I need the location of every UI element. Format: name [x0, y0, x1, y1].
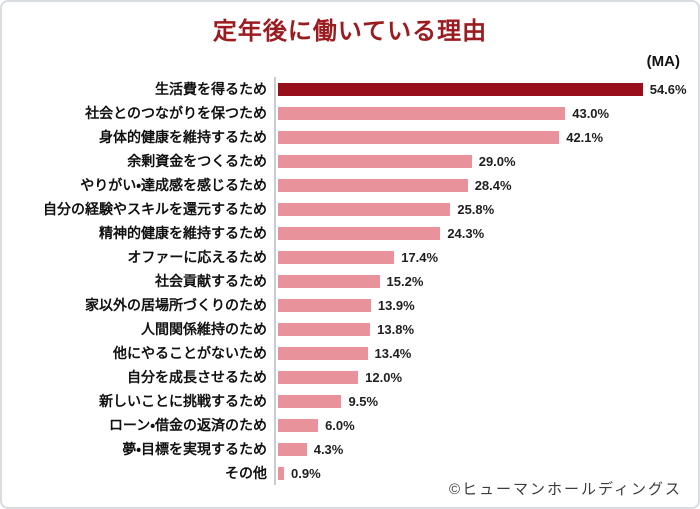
- value-label: 42.1%: [566, 129, 604, 145]
- chart-row: 他にやることがないため 13.4%: [2, 341, 698, 365]
- bar-area: 13.4%: [274, 341, 698, 365]
- value-label: 4.3%: [313, 441, 344, 457]
- bar-area: 42.1%: [274, 125, 698, 149]
- value-label: 13.4%: [374, 345, 412, 361]
- chart-row: 社会貢献するため 15.2%: [2, 269, 698, 293]
- value-label: 25.8%: [457, 201, 495, 217]
- value-label: 43.0%: [572, 105, 610, 121]
- bar-area: 12.0%: [274, 365, 698, 389]
- category-label: やりがい・達成感を感じるため: [80, 177, 267, 193]
- bar: [278, 418, 319, 432]
- bar: [278, 226, 441, 240]
- value-label: 13.8%: [377, 321, 415, 337]
- bar: [278, 394, 342, 408]
- bar-area: 15.2%: [274, 269, 698, 293]
- value-label: 29.0%: [478, 153, 516, 169]
- bar-area: 25.8%: [274, 197, 698, 221]
- category-label: 社会とのつながりを保つため: [85, 105, 267, 121]
- bar-area: 54.6%: [274, 77, 698, 101]
- category-label: 社会貢献するため: [155, 273, 267, 289]
- category-label: ローン・借金の返済のため: [108, 417, 267, 433]
- bar-area: 24.3%: [274, 221, 698, 245]
- chart-row: ローン・借金の返済のため 6.0%: [2, 413, 698, 437]
- category-label: 身体的健康を維持するため: [99, 129, 267, 145]
- bar-chart: 生活費を得るため 54.6% 社会とのつながりを保つため 43.0% 身体的健康…: [2, 77, 698, 485]
- category-label: その他: [225, 465, 267, 481]
- category-label: 他にやることがないため: [113, 345, 267, 361]
- value-label: 6.0%: [325, 417, 355, 433]
- value-label: 24.3%: [447, 225, 485, 241]
- chart-row: 自分を成長させるため 12.0%: [2, 365, 698, 389]
- bar: [278, 322, 371, 336]
- bar-area: 17.4%: [274, 245, 698, 269]
- value-label: 12.0%: [365, 369, 403, 385]
- chart-row: 新しいことに挑戦するため 9.5%: [2, 389, 698, 413]
- chart-row: やりがい・達成感を感じるため 28.4%: [2, 173, 698, 197]
- chart-row: 身体的健康を維持するため 42.1%: [2, 125, 698, 149]
- category-label: オファーに応えるため: [127, 249, 267, 265]
- bar: [278, 154, 472, 168]
- value-label: 9.5%: [348, 393, 379, 409]
- chart-row: 夢・目標を実現するため 4.3%: [2, 437, 698, 461]
- bar-area: 4.3%: [274, 437, 698, 461]
- bar: [278, 178, 468, 192]
- category-label: 家以外の居場所づくりのため: [85, 297, 267, 313]
- copyright: ©ヒューマンホールディングス: [448, 481, 682, 498]
- category-label: 生活費を得るため: [155, 81, 267, 97]
- bar: [278, 442, 307, 456]
- value-label: 0.9%: [291, 465, 321, 481]
- value-label: 13.9%: [377, 297, 415, 313]
- bar: [278, 202, 451, 216]
- chart-title: 定年後に働いている理由: [212, 18, 488, 45]
- bar: [278, 274, 380, 288]
- chart-row: 社会とのつながりを保つため 43.0%: [2, 101, 698, 125]
- category-label: 精神的健康を維持するため: [99, 225, 267, 241]
- bar: [278, 106, 566, 120]
- category-label: 人間関係維持のため: [141, 321, 267, 337]
- bar-area: 13.8%: [274, 317, 698, 341]
- value-label: 54.6%: [649, 81, 687, 97]
- chart-row: オファーに応えるため 17.4%: [2, 245, 698, 269]
- chart-row: 人間関係維持のため 13.8%: [2, 317, 698, 341]
- chart-row: 自分の経験やスキルを還元するため 25.8%: [2, 197, 698, 221]
- chart-row: 余剰資金をつくるため 29.0%: [2, 149, 698, 173]
- bar: [278, 346, 368, 360]
- value-label: 28.4%: [474, 177, 512, 193]
- bar: [278, 82, 643, 96]
- bar: [278, 298, 371, 312]
- bar-area: 0.9%: [274, 461, 698, 485]
- bar-area: 43.0%: [274, 101, 698, 125]
- bar: [278, 370, 359, 384]
- chart-row: 生活費を得るため 54.6%: [2, 77, 698, 101]
- bar: [278, 250, 395, 264]
- ma-annotation: (MA): [646, 53, 680, 70]
- category-label: 新しいことに挑戦するため: [99, 393, 267, 409]
- value-label: 15.2%: [386, 273, 424, 289]
- bar-area: 6.0%: [274, 413, 698, 437]
- bar-area: 13.9%: [274, 293, 698, 317]
- category-label: 自分の経験やスキルを還元するため: [43, 201, 267, 217]
- bar-area: 29.0%: [274, 149, 698, 173]
- bar-area: 28.4%: [274, 173, 698, 197]
- category-label: 夢・目標を実現するため: [122, 441, 267, 457]
- chart-row: 精神的健康を維持するため 24.3%: [2, 221, 698, 245]
- bar-area: 9.5%: [274, 389, 698, 413]
- bar: [278, 130, 560, 144]
- category-label: 余剰資金をつくるため: [127, 153, 267, 169]
- bar: [278, 466, 284, 480]
- chart-row: その他 0.9%: [2, 461, 698, 485]
- value-label: 17.4%: [401, 249, 439, 265]
- category-label: 自分を成長させるため: [127, 369, 267, 385]
- chart-row: 家以外の居場所づくりのため 13.9%: [2, 293, 698, 317]
